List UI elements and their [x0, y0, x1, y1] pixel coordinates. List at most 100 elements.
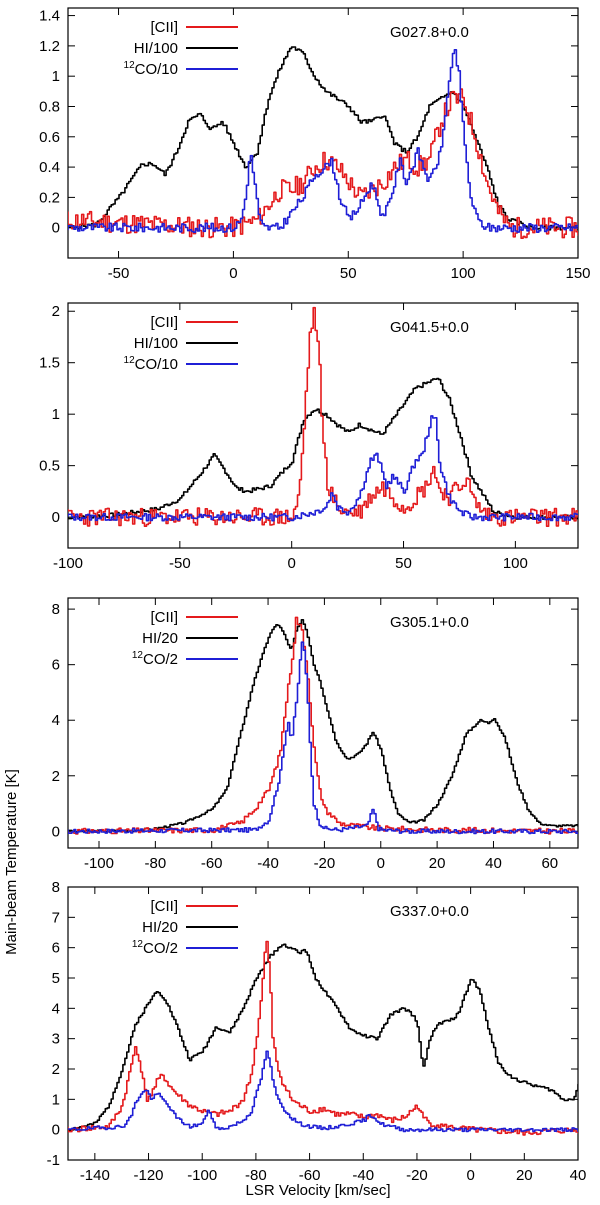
x-axis-title: LSR Velocity [km/sec]: [245, 1182, 390, 1199]
x-tick-label: -100: [53, 555, 83, 572]
y-tick-label: 1: [52, 68, 60, 85]
y-tick-label: 0: [52, 220, 60, 237]
x-tick-label: -140: [80, 1167, 110, 1184]
x-tick-label: -40: [257, 855, 279, 872]
x-tick-label: 50: [395, 555, 412, 572]
plot-frame: [67, 302, 579, 549]
y-tick-label: 0.2: [39, 189, 60, 206]
legend-text: HI/100: [134, 40, 178, 57]
x-tick-label: 40: [485, 855, 502, 872]
y-tick-label: -1: [47, 1152, 60, 1169]
panels: -50 0 50 100 15000.20.40.60.811.21.4[CII]HI/…: [39, 7, 591, 1184]
legend-text: [CII]: [150, 19, 178, 36]
x-tick-label: -50: [108, 265, 130, 282]
y-tick-label: 0.5: [39, 458, 60, 475]
legend-label-hi: HI/100: [134, 335, 178, 352]
series-line-co: [68, 49, 578, 233]
legend-label-co: 12CO/2: [132, 650, 178, 668]
x-tick-label: -60: [201, 855, 223, 872]
legend-text: HI/20: [142, 630, 178, 647]
y-tick-label: 5: [52, 970, 60, 987]
y-tick-label: 0: [52, 1122, 60, 1139]
series-line-cii: [68, 616, 578, 835]
series-line-hi: [68, 943, 578, 1132]
x-tick-label: -20: [406, 1167, 428, 1184]
legend-label-co: 12CO/2: [132, 939, 178, 957]
x-tick-label: -120: [134, 1167, 164, 1184]
x-tick-label: 20: [429, 855, 446, 872]
legend-label-hi: HI/20: [142, 630, 178, 647]
panel-title: G027.8+0.0: [390, 24, 469, 41]
plot-frame: [67, 886, 579, 1161]
legend-sup: 12: [132, 939, 144, 950]
y-tick-label: 2: [52, 1061, 60, 1078]
legend-text: HI/100: [134, 335, 178, 352]
legend-label-cii: [CII]: [150, 19, 178, 36]
series-line-co: [68, 1050, 578, 1133]
legend-label-cii: [CII]: [150, 314, 178, 331]
x-tick-label: 50: [340, 265, 357, 282]
y-tick-label: 4: [52, 712, 60, 729]
legend-text: CO/10: [135, 61, 178, 78]
series-line-hi: [68, 377, 578, 520]
legend-label-co: 12CO/10: [124, 60, 178, 78]
y-tick-label: 0.6: [39, 129, 60, 146]
panel-2: -100 -50 0 50 100 0 0.5 1 1.5 2 [CII] HI/100 12CO/10…: [39, 302, 579, 572]
x-tick-label: 100: [451, 265, 476, 282]
legend-label-hi: HI/100: [134, 40, 178, 57]
legend-text: [CII]: [150, 314, 178, 331]
x-tick-label: -40: [352, 1167, 374, 1184]
x-tick-label: 150: [565, 265, 590, 282]
x-tick-label: -60: [299, 1167, 321, 1184]
y-tick-label: 1: [52, 1091, 60, 1108]
series-line-cii: [68, 940, 578, 1136]
x-tick-label: -100: [84, 855, 114, 872]
y-tick-label: 1: [52, 406, 60, 423]
y-tick-label: 1.2: [39, 38, 60, 55]
legend-label-hi: HI/20: [142, 919, 178, 936]
y-tick-label: 1.4: [39, 8, 60, 25]
x-tick-label: 0: [466, 1167, 474, 1184]
y-tick-label: 4: [52, 1000, 60, 1017]
x-tick-label: 0: [229, 265, 237, 282]
legend-label-cii: [CII]: [150, 609, 178, 626]
y-tick-label: 6: [52, 657, 60, 674]
legend-sup: 12: [124, 60, 136, 71]
y-tick-label: 2: [52, 768, 60, 785]
x-tick-label: 0: [377, 855, 385, 872]
x-tick-label: 20: [516, 1167, 533, 1184]
x-tick-label: 100: [503, 555, 528, 572]
legend-label-cii: [CII]: [150, 898, 178, 915]
y-tick-label: 8: [52, 879, 60, 896]
panel-title: G041.5+0.0: [390, 319, 469, 336]
y-tick-label: 3: [52, 1031, 60, 1048]
series-line-cii: [68, 306, 578, 527]
panel-3: -100 -80 -60 -40 -20 0 20 40 60 0 2 4 6 8 [CII] HI/20 12…: [52, 597, 579, 872]
y-tick-label: 8: [52, 601, 60, 618]
y-tick-label: 0: [52, 509, 60, 526]
panel-4: -140 -120 -100 -80 -60 -40 -20 0 20 40-1012345678…: [47, 879, 587, 1184]
series-line-co: [68, 415, 578, 522]
x-tick-label: -100: [187, 1167, 217, 1184]
x-tick-label: -80: [145, 855, 167, 872]
series-line-co: [68, 641, 578, 835]
y-tick-label: 0: [52, 823, 60, 840]
y-tick-label: 7: [52, 909, 60, 926]
legend-text: [CII]: [150, 898, 178, 915]
legend-text: CO/2: [143, 940, 178, 957]
legend-label-co: 12CO/10: [124, 355, 178, 373]
x-tick-label: 0: [288, 555, 296, 572]
panel-title: G337.0+0.0: [390, 903, 469, 920]
series-line-hi: [68, 46, 578, 231]
x-tick-label: 40: [570, 1167, 587, 1184]
plot-frame: [67, 597, 579, 849]
plot-frame: [67, 7, 579, 259]
panel-title: G305.1+0.0: [390, 614, 469, 631]
legend-sup: 12: [124, 355, 136, 366]
legend-text: CO/2: [143, 651, 178, 668]
x-tick-label: -50: [169, 555, 191, 572]
legend-text: [CII]: [150, 609, 178, 626]
y-tick-label: 6: [52, 940, 60, 957]
x-tick-label: 60: [541, 855, 558, 872]
